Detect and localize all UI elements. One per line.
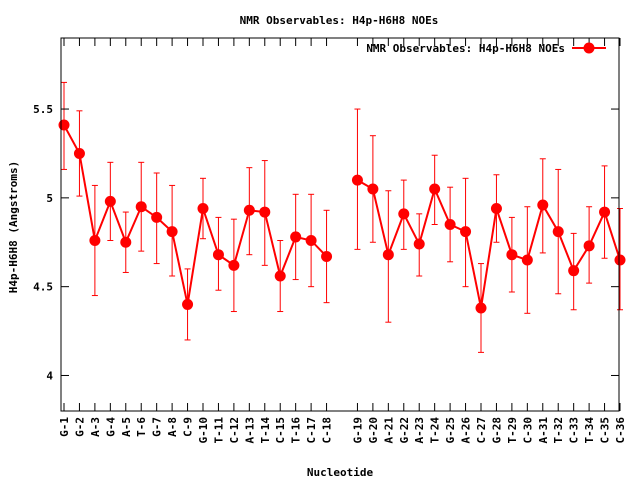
y-tick-label: 4.5 xyxy=(33,281,53,294)
x-tick-label: G-1 xyxy=(58,417,71,437)
x-tick-label: C-30 xyxy=(521,417,534,444)
y-tick-label: 4 xyxy=(46,369,53,382)
data-point xyxy=(89,234,101,246)
x-tick-label: C-17 xyxy=(305,417,318,444)
x-tick-label: C-18 xyxy=(321,417,334,444)
data-point xyxy=(568,265,580,277)
data-point xyxy=(382,249,394,261)
series-line xyxy=(63,124,328,305)
data-point xyxy=(274,270,286,282)
x-tick-label: C-12 xyxy=(228,417,241,444)
x-tick-label: T-32 xyxy=(552,417,565,444)
x-tick-label: T-29 xyxy=(506,417,519,444)
data-point xyxy=(429,183,441,195)
data-point xyxy=(444,219,456,230)
x-tick-label: C-27 xyxy=(475,417,488,444)
data-point xyxy=(243,204,255,216)
x-tick-label: A-5 xyxy=(120,417,133,437)
data-point xyxy=(537,199,549,211)
x-tick-label: G-7 xyxy=(151,417,164,437)
data-point xyxy=(182,298,194,310)
x-tick-label: A-8 xyxy=(166,417,179,437)
axes: 44.555.5G-1 G-2 A-3 G-4 A-5 T-6 G-7 A-8 C-9 G-10 T… xyxy=(33,37,627,444)
x-tick-label: C-15 xyxy=(274,417,287,444)
x-tick-label: T-14 xyxy=(259,417,272,444)
data-point xyxy=(583,240,595,252)
data-point xyxy=(58,119,70,131)
series-line xyxy=(356,179,621,309)
chart-title: NMR Observables: H4p-H6H8 NOEs xyxy=(240,14,439,27)
data-point xyxy=(460,226,472,238)
x-tick-label: A-3 xyxy=(89,417,102,437)
data-point xyxy=(351,174,363,186)
y-axis-label: H4p-H6H8 (Angstroms) xyxy=(7,161,20,293)
x-tick-label: T-24 xyxy=(429,417,442,444)
y-tick-label: 5.5 xyxy=(33,103,53,116)
data-point xyxy=(552,226,564,238)
legend-label: NMR Observables: H4p-H6H8 NOEs xyxy=(366,42,565,55)
x-tick-label: T-16 xyxy=(290,417,303,444)
data-point xyxy=(490,203,502,215)
data-point xyxy=(197,203,209,215)
data-point xyxy=(120,236,132,248)
data-point xyxy=(305,234,317,246)
x-tick-label: A-31 xyxy=(537,417,550,444)
x-tick-label: T-11 xyxy=(212,417,225,444)
x-tick-label: G-19 xyxy=(351,417,364,444)
x-tick-label: C-33 xyxy=(568,417,581,444)
x-tick-label: G-4 xyxy=(104,417,117,437)
data-point xyxy=(135,201,147,213)
x-tick-label: G-10 xyxy=(197,417,210,444)
data-point xyxy=(151,211,163,223)
data-point xyxy=(367,183,379,195)
data-point xyxy=(321,250,333,262)
x-tick-label: G-25 xyxy=(444,417,457,444)
x-tick-label: A-26 xyxy=(460,417,473,444)
x-tick-label: G-2 xyxy=(73,417,86,437)
y-tick-label: 5 xyxy=(46,192,53,205)
data-point xyxy=(166,226,178,238)
data-point xyxy=(228,259,240,271)
x-axis-label: Nucleotide xyxy=(307,466,374,479)
x-tick-label: A-23 xyxy=(413,417,426,444)
x-tick-label: G-22 xyxy=(398,417,411,444)
data-point xyxy=(599,206,611,218)
legend: NMR Observables: H4p-H6H8 NOEs xyxy=(366,42,606,55)
data-point xyxy=(73,147,85,159)
x-tick-label: C-9 xyxy=(182,417,195,437)
data-point xyxy=(212,249,224,261)
x-tick-label: A-13 xyxy=(243,417,256,444)
data-point xyxy=(506,249,518,261)
plot-frame xyxy=(60,37,620,412)
data-point xyxy=(413,238,425,250)
data-point xyxy=(398,208,410,220)
data-point xyxy=(290,231,302,243)
x-tick-label: G-20 xyxy=(367,417,380,444)
legend-marker xyxy=(583,42,595,54)
x-tick-label: G-28 xyxy=(490,417,503,444)
plot-area xyxy=(58,81,626,353)
x-tick-label: C-36 xyxy=(614,417,627,444)
x-tick-label: A-21 xyxy=(382,417,395,444)
x-tick-label: C-35 xyxy=(599,417,612,444)
x-tick-label: T-6 xyxy=(135,417,148,437)
data-point xyxy=(521,254,533,266)
data-point xyxy=(475,302,487,314)
data-point xyxy=(104,195,116,207)
data-point xyxy=(614,254,626,266)
x-tick-label: T-34 xyxy=(583,417,596,444)
data-point xyxy=(259,206,271,218)
